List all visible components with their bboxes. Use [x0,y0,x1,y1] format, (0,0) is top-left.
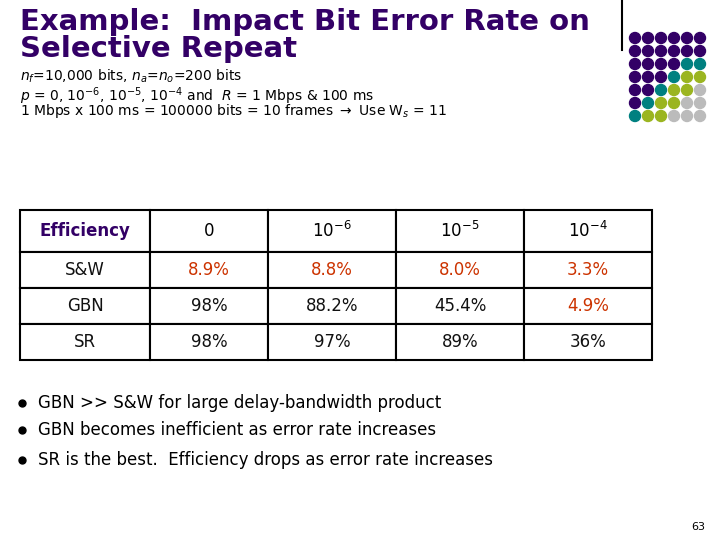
Text: 8.9%: 8.9% [188,261,230,279]
Circle shape [668,58,680,70]
Bar [20,210,150,252]
Bar [20,252,150,288]
Text: Efficiency: Efficiency [40,222,130,240]
Text: 0: 0 [204,222,215,240]
Circle shape [655,71,667,83]
Bar [524,324,652,360]
Circle shape [642,71,654,83]
Text: GBN: GBN [67,297,104,315]
Circle shape [629,45,641,57]
Text: 8.0%: 8.0% [439,261,481,279]
Text: Selective Repeat: Selective Repeat [20,35,297,63]
Circle shape [695,32,706,44]
Circle shape [682,98,693,109]
Circle shape [655,45,667,57]
Text: GBN becomes inefficient as error rate increases: GBN becomes inefficient as error rate in… [38,421,436,439]
Circle shape [629,98,641,109]
Bar [268,324,396,360]
Text: $10^{-5}$: $10^{-5}$ [441,221,480,241]
Circle shape [668,111,680,122]
Circle shape [655,98,667,109]
Circle shape [642,111,654,122]
Circle shape [695,84,706,96]
Circle shape [629,71,641,83]
Text: $n_f$=10,000 bits, $n_a$=$n_o$=200 bits: $n_f$=10,000 bits, $n_a$=$n_o$=200 bits [20,68,243,85]
Text: Example:  Impact Bit Error Rate on: Example: Impact Bit Error Rate on [20,8,590,36]
Circle shape [629,111,641,122]
Text: S&W: S&W [65,261,105,279]
Bar [150,324,268,360]
Circle shape [682,71,693,83]
Circle shape [629,58,641,70]
Circle shape [695,45,706,57]
Text: $10^{-4}$: $10^{-4}$ [568,221,608,241]
Bar [20,288,150,324]
Circle shape [682,84,693,96]
Circle shape [642,32,654,44]
Text: 36%: 36% [570,333,606,351]
Text: 98%: 98% [191,297,228,315]
Circle shape [695,98,706,109]
Circle shape [682,111,693,122]
Circle shape [655,58,667,70]
Circle shape [629,84,641,96]
Text: SR is the best.  Efficiency drops as error rate increases: SR is the best. Efficiency drops as erro… [38,451,493,469]
Text: 4.9%: 4.9% [567,297,609,315]
Circle shape [642,45,654,57]
Bar [268,210,396,252]
Bar [20,324,150,360]
Circle shape [642,84,654,96]
Text: 3.3%: 3.3% [567,261,609,279]
Circle shape [629,32,641,44]
Bar [524,252,652,288]
Text: 63: 63 [691,522,705,532]
Circle shape [682,45,693,57]
Bar [396,252,524,288]
Bar [150,210,268,252]
Circle shape [642,58,654,70]
Text: $10^{-6}$: $10^{-6}$ [312,221,352,241]
Text: 88.2%: 88.2% [306,297,359,315]
Text: 1 Mbps x 100 ms = 100000 bits = 10 frames $\rightarrow$ Use W$_s$ = 11: 1 Mbps x 100 ms = 100000 bits = 10 frame… [20,102,447,120]
Bar [396,324,524,360]
Circle shape [668,71,680,83]
Bar [524,288,652,324]
Circle shape [655,111,667,122]
Bar [524,210,652,252]
Text: SR: SR [74,333,96,351]
Bar [150,288,268,324]
Circle shape [668,84,680,96]
Circle shape [682,58,693,70]
Circle shape [695,111,706,122]
Circle shape [668,45,680,57]
Circle shape [668,32,680,44]
Text: 98%: 98% [191,333,228,351]
Text: $p$ = 0, 10$^{-6}$, 10$^{-5}$, 10$^{-4}$ and  $R$ = 1 Mbps & 100 ms: $p$ = 0, 10$^{-6}$, 10$^{-5}$, 10$^{-4}$… [20,85,374,106]
Bar [268,252,396,288]
Text: 97%: 97% [314,333,351,351]
Bar [268,288,396,324]
Bar [396,210,524,252]
Text: 45.4%: 45.4% [434,297,486,315]
Circle shape [695,58,706,70]
Circle shape [655,32,667,44]
Circle shape [695,71,706,83]
Text: 89%: 89% [441,333,478,351]
Bar [150,252,268,288]
Circle shape [668,98,680,109]
Circle shape [682,32,693,44]
Text: GBN >> S&W for large delay-bandwidth product: GBN >> S&W for large delay-bandwidth pro… [38,394,441,412]
Bar [396,288,524,324]
Circle shape [642,98,654,109]
Circle shape [655,84,667,96]
Text: 8.8%: 8.8% [311,261,353,279]
